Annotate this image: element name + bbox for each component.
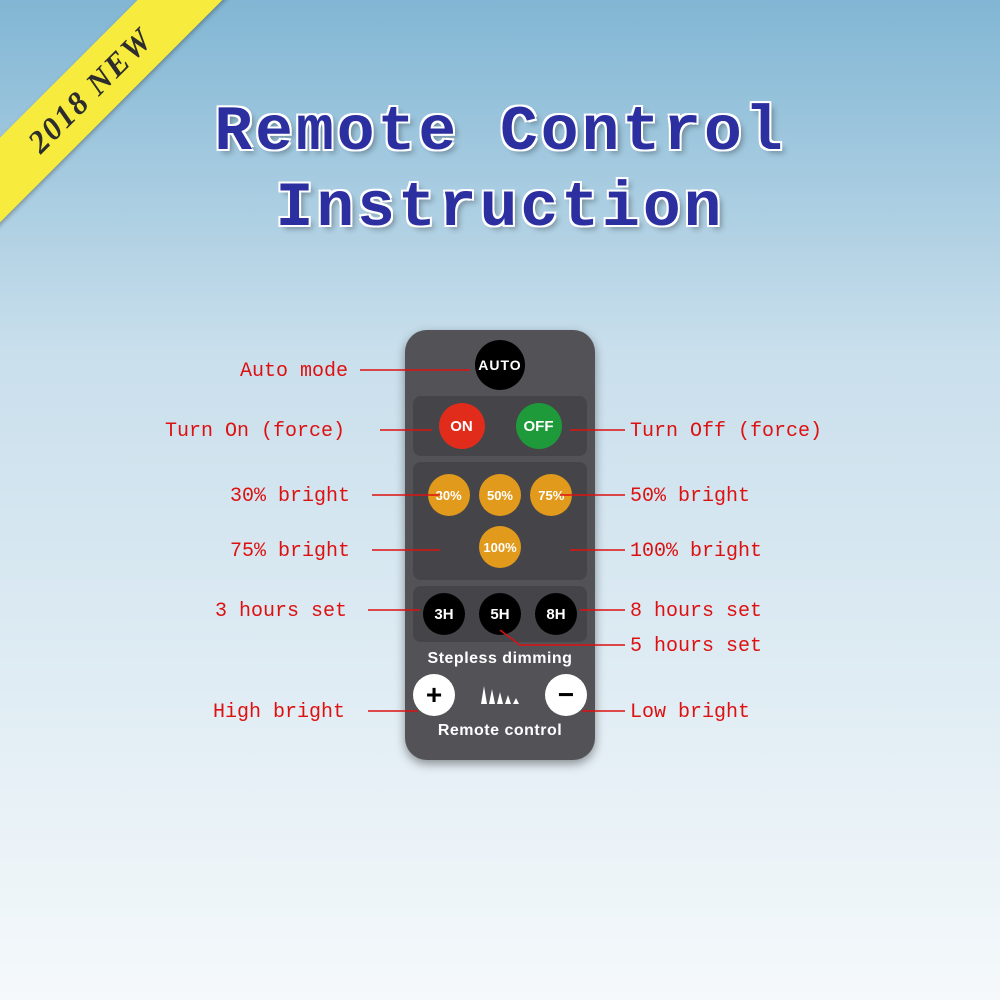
power-box: ON OFF — [413, 396, 587, 456]
brightness-box: 30% 50% 75% 100% — [413, 462, 587, 580]
annot-plus: High bright — [213, 701, 345, 724]
timer-5h-button[interactable]: 5H — [479, 593, 521, 635]
annot-t5: 5 hours set — [630, 635, 762, 658]
remote-control: AUTO ON OFF 30% 50% 75% 100% 3H 5H 8H St… — [405, 330, 595, 760]
stepless-label: Stepless dimming — [428, 650, 573, 668]
brightness-75-button[interactable]: 75% — [530, 474, 572, 516]
annot-on: Turn On (force) — [165, 420, 345, 443]
timer-box: 3H 5H 8H — [413, 586, 587, 642]
remote-control-label: Remote control — [438, 722, 562, 740]
title-line1: Remote Control — [0, 95, 1000, 171]
annot-auto: Auto mode — [240, 360, 348, 383]
on-button[interactable]: ON — [439, 403, 485, 449]
brightness-100-button[interactable]: 100% — [479, 526, 521, 568]
annot-b50: 50% bright — [630, 485, 750, 508]
annot-off: Turn Off (force) — [630, 420, 822, 443]
dimming-indicator-icon — [481, 686, 519, 704]
annot-b100: 100% bright — [630, 540, 762, 563]
page-title: Remote Control Instruction — [0, 95, 1000, 246]
auto-button[interactable]: AUTO — [475, 340, 525, 390]
title-line2: Instruction — [0, 171, 1000, 247]
annot-t3: 3 hours set — [215, 600, 347, 623]
timer-8h-button[interactable]: 8H — [535, 593, 577, 635]
annot-b75: 75% bright — [230, 540, 350, 563]
timer-3h-button[interactable]: 3H — [423, 593, 465, 635]
brightness-minus-button[interactable]: − — [545, 674, 587, 716]
brightness-plus-button[interactable]: + — [413, 674, 455, 716]
off-button[interactable]: OFF — [516, 403, 562, 449]
brightness-30-button[interactable]: 30% — [428, 474, 470, 516]
annot-minus: Low bright — [630, 701, 750, 724]
brightness-50-button[interactable]: 50% — [479, 474, 521, 516]
annot-b30: 30% bright — [230, 485, 350, 508]
annot-t8: 8 hours set — [630, 600, 762, 623]
